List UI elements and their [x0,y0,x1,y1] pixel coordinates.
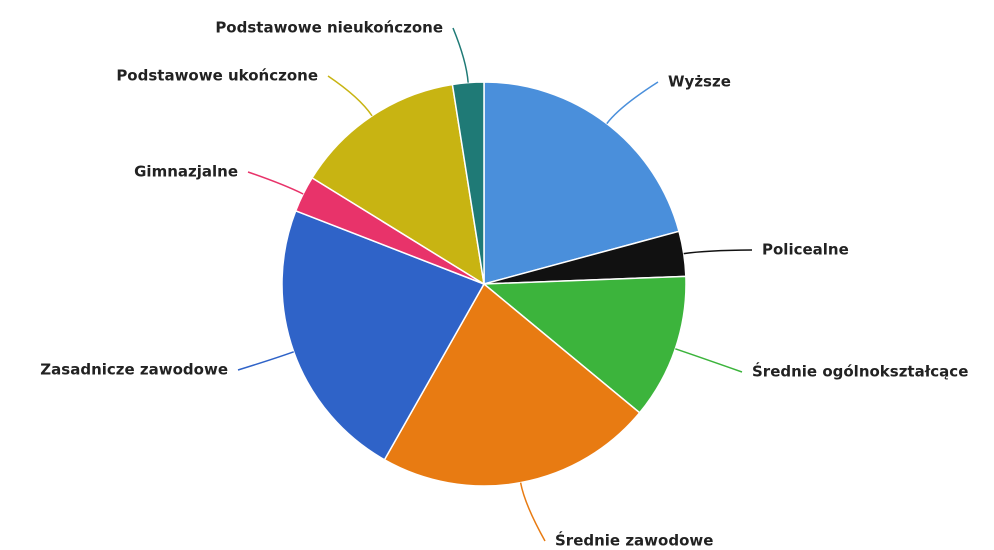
pie-slice [482,275,687,414]
leader-line [519,482,546,542]
leader-line [247,171,304,195]
leader-line [683,249,753,255]
leader-line [237,351,294,371]
slice-label: Średnie ogólnokształcące [752,362,968,381]
leader-line [606,81,659,125]
pie-slice [311,83,485,286]
slice-label: Gimnazjalne [134,163,238,181]
pie-slice [451,81,485,285]
slice-label: Podstawowe nieukończone [215,19,443,37]
pie-slice [483,81,680,285]
leader-line [675,348,743,373]
slice-label: Zasadnicze zawodowe [40,361,228,379]
pie-slice [281,209,486,461]
slice-label: Średnie zawodowe [555,531,713,550]
leader-line [327,75,373,117]
slice-label: Podstawowe ukończone [116,67,318,85]
leader-line [452,27,469,83]
slice-label: Policealne [762,241,849,259]
slice-label: Wyższe [668,73,731,91]
